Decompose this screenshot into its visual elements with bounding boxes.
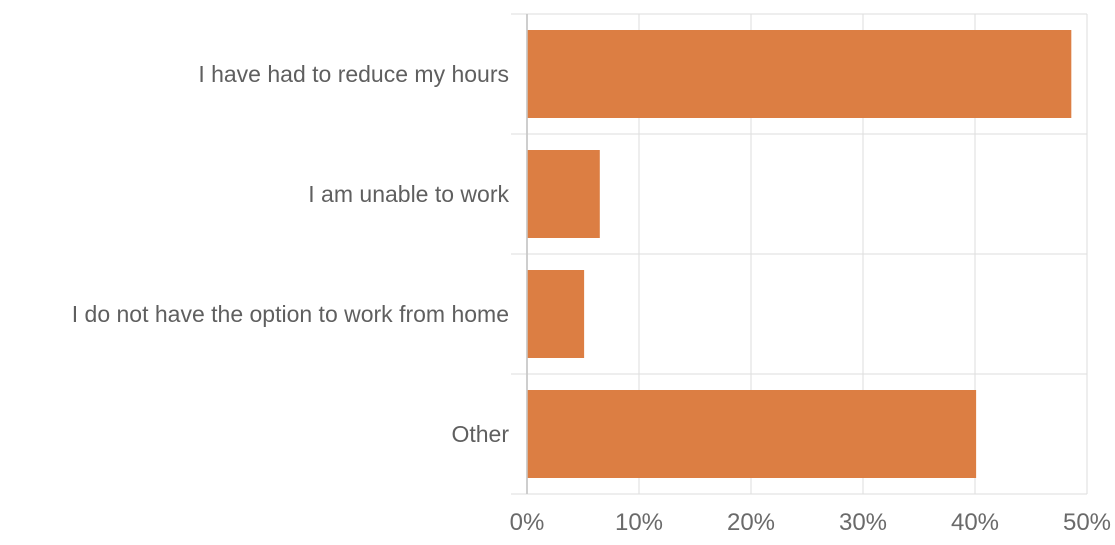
bar (527, 270, 585, 358)
bar (527, 30, 1072, 118)
category-label: I have had to reduce my hours (198, 61, 509, 87)
x-tick-label: 10% (615, 509, 663, 536)
x-tick-label: 0% (510, 509, 545, 536)
category-label: I do not have the option to work from ho… (72, 301, 509, 327)
category-label: I am unable to work (308, 181, 509, 207)
label-layer: I have had to reduce my hours I am unable… (72, 61, 1111, 536)
x-tick-label: 50% (1063, 509, 1111, 536)
category-label: Other (451, 421, 509, 447)
bar-layer (527, 30, 1072, 478)
x-tick-label: 30% (839, 509, 887, 536)
x-tick-label: 20% (727, 509, 775, 536)
x-tick-label: 40% (951, 509, 999, 536)
bar (527, 390, 977, 478)
bar (527, 150, 600, 238)
